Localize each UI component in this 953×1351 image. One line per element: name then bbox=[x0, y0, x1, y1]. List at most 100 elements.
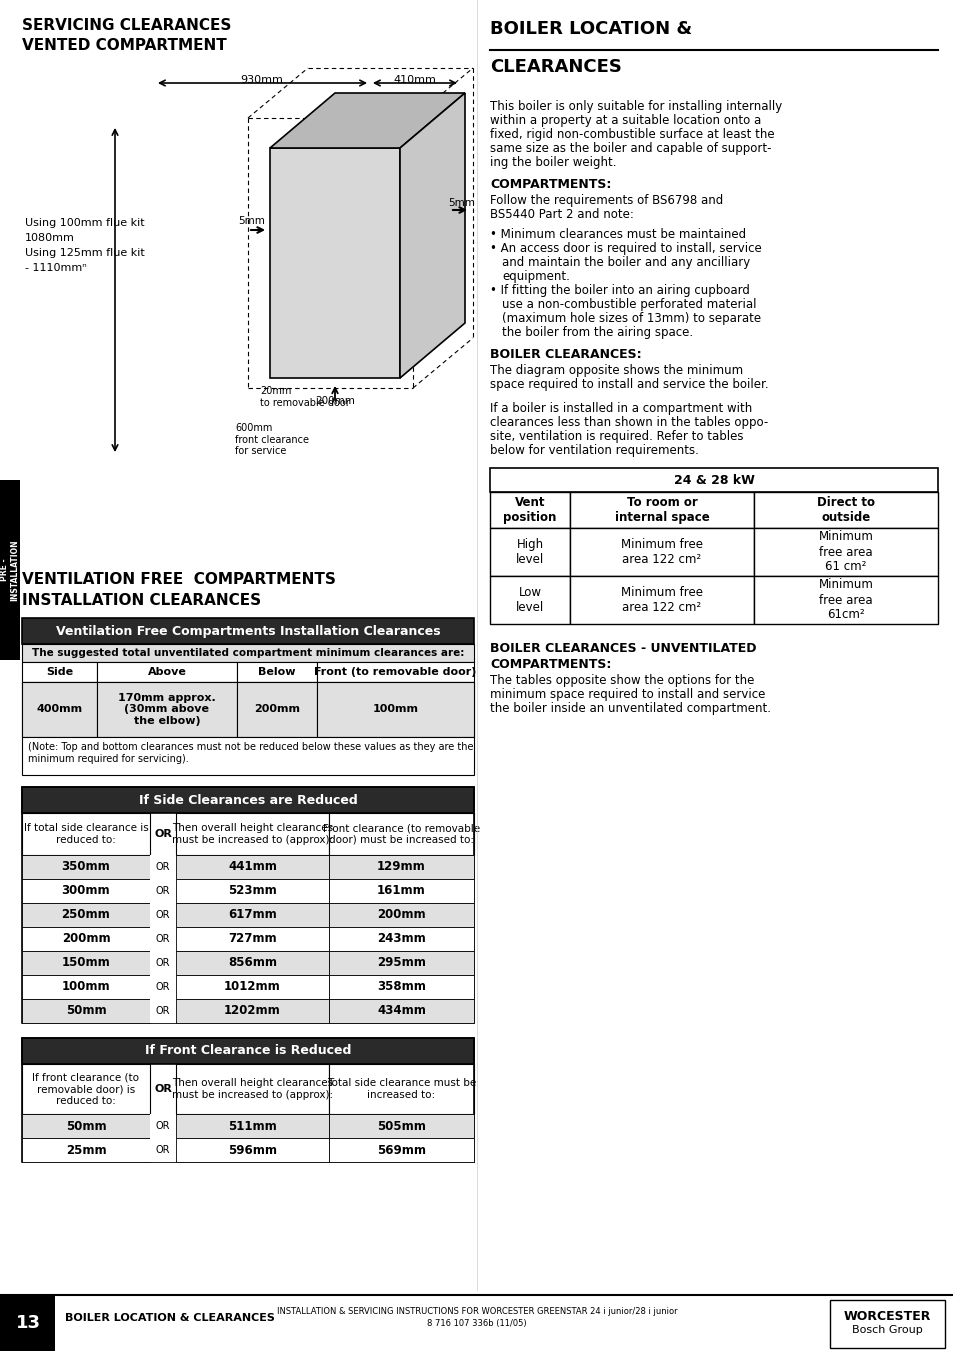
Bar bbox=[329, 902, 474, 927]
Bar bbox=[753, 576, 937, 624]
Text: Low
level: Low level bbox=[516, 586, 543, 613]
Text: Side: Side bbox=[46, 667, 73, 677]
Text: OR: OR bbox=[153, 830, 172, 839]
Text: + 90mm
above elbow: + 90mm above elbow bbox=[395, 99, 460, 120]
Polygon shape bbox=[399, 93, 464, 378]
Text: same size as the boiler and capable of support-: same size as the boiler and capable of s… bbox=[490, 142, 771, 155]
Text: the boiler inside an unventilated compartment.: the boiler inside an unventilated compar… bbox=[490, 703, 770, 715]
Text: minimum space required to install and service: minimum space required to install and se… bbox=[490, 688, 764, 701]
Text: - 1110mmⁿ: - 1110mmⁿ bbox=[25, 263, 87, 273]
Text: the boiler from the airing space.: the boiler from the airing space. bbox=[501, 326, 693, 339]
Text: BOILER CLEARANCES - UNVENTILATED: BOILER CLEARANCES - UNVENTILATED bbox=[490, 642, 756, 655]
Text: Front (to removable door): Front (to removable door) bbox=[314, 667, 476, 677]
Text: 170mm approx.
(30mm above
the elbow): 170mm approx. (30mm above the elbow) bbox=[118, 693, 215, 725]
Bar bbox=[316, 682, 474, 738]
Text: If Side Clearances are Reduced: If Side Clearances are Reduced bbox=[138, 793, 357, 807]
Text: 505mm: 505mm bbox=[376, 1120, 425, 1132]
Bar bbox=[22, 975, 150, 998]
Bar bbox=[175, 880, 329, 902]
Text: High
level: High level bbox=[516, 538, 543, 566]
Text: VENTED COMPARTMENT: VENTED COMPARTMENT bbox=[22, 38, 227, 53]
Text: 250mm: 250mm bbox=[62, 908, 111, 921]
Text: BOILER LOCATION &: BOILER LOCATION & bbox=[490, 20, 691, 38]
Text: 100mm: 100mm bbox=[62, 981, 111, 993]
Text: • Minimum clearances must be maintained: • Minimum clearances must be maintained bbox=[490, 228, 745, 240]
Text: Minimum
free area
61 cm²: Minimum free area 61 cm² bbox=[818, 531, 873, 574]
Text: 13: 13 bbox=[15, 1315, 40, 1332]
Text: • If fitting the boiler into an airing cupboard: • If fitting the boiler into an airing c… bbox=[490, 284, 749, 297]
Text: use a non-combustible perforated material: use a non-combustible perforated materia… bbox=[501, 299, 756, 311]
Bar bbox=[329, 855, 474, 880]
Text: Front clearance (to removable
door) must be increased to:: Front clearance (to removable door) must… bbox=[323, 823, 479, 844]
Bar bbox=[22, 998, 150, 1023]
Bar bbox=[22, 788, 474, 1023]
Text: 300mm: 300mm bbox=[62, 885, 111, 897]
Text: 200mm: 200mm bbox=[253, 704, 299, 715]
Bar bbox=[569, 576, 753, 624]
Bar bbox=[150, 1115, 175, 1138]
Text: The suggested total unventilated compartment minimum clearances are:: The suggested total unventilated compart… bbox=[31, 648, 464, 658]
Text: OR: OR bbox=[155, 862, 170, 871]
Text: OR: OR bbox=[155, 958, 170, 969]
Bar bbox=[329, 880, 474, 902]
Bar bbox=[329, 927, 474, 951]
Text: within a property at a suitable location onto a: within a property at a suitable location… bbox=[490, 113, 760, 127]
Bar bbox=[329, 975, 474, 998]
Text: 150mm: 150mm bbox=[62, 957, 111, 970]
Text: 20mm
to removable door: 20mm to removable door bbox=[260, 386, 350, 408]
Text: OR: OR bbox=[155, 982, 170, 992]
Bar bbox=[829, 1300, 944, 1348]
Bar bbox=[22, 855, 150, 880]
Bar bbox=[175, 1138, 329, 1162]
Bar bbox=[22, 788, 474, 813]
Text: COMPARTMENTS:: COMPARTMENTS: bbox=[490, 178, 611, 190]
Text: space required to install and service the boiler.: space required to install and service th… bbox=[490, 378, 768, 390]
Text: 5mm: 5mm bbox=[448, 199, 475, 208]
Text: 129mm: 129mm bbox=[376, 861, 425, 874]
Bar bbox=[490, 576, 569, 624]
Text: and maintain the boiler and any ancilliary: and maintain the boiler and any ancillia… bbox=[501, 255, 749, 269]
Bar bbox=[175, 1065, 329, 1115]
Bar bbox=[150, 951, 175, 975]
Text: 50mm: 50mm bbox=[66, 1005, 106, 1017]
Text: COMPARTMENTS:: COMPARTMENTS: bbox=[490, 658, 611, 671]
Text: 350mm: 350mm bbox=[62, 861, 111, 874]
Text: 617mm: 617mm bbox=[228, 908, 276, 921]
Bar bbox=[175, 998, 329, 1023]
Text: (Note: Top and bottom clearances must not be reduced below these values as they : (Note: Top and bottom clearances must no… bbox=[28, 742, 473, 763]
Text: Vent
position: Vent position bbox=[503, 496, 557, 524]
Bar bbox=[22, 813, 150, 855]
Text: OR: OR bbox=[155, 911, 170, 920]
Text: 8 716 107 336b (11/05): 8 716 107 336b (11/05) bbox=[427, 1319, 526, 1328]
Bar bbox=[150, 880, 175, 902]
Bar bbox=[22, 1138, 150, 1162]
Text: This boiler is only suitable for installing internally: This boiler is only suitable for install… bbox=[490, 100, 781, 113]
Text: Using 100mm flue kit: Using 100mm flue kit bbox=[25, 218, 145, 228]
Bar bbox=[753, 492, 937, 528]
Text: INSTALLATION & SERVICING INSTRUCTIONS FOR WORCESTER GREENSTAR 24 i junior/28 i j: INSTALLATION & SERVICING INSTRUCTIONS FO… bbox=[276, 1306, 677, 1316]
Text: • An access door is required to install, service: • An access door is required to install,… bbox=[490, 242, 760, 255]
Text: 400mm: 400mm bbox=[36, 704, 83, 715]
Bar bbox=[22, 682, 474, 738]
Text: OR: OR bbox=[155, 1146, 170, 1155]
Bar bbox=[22, 1065, 150, 1115]
Bar bbox=[22, 682, 97, 738]
Bar bbox=[329, 998, 474, 1023]
Bar bbox=[175, 927, 329, 951]
Bar bbox=[150, 975, 175, 998]
Bar bbox=[150, 998, 175, 1023]
Bar bbox=[329, 1115, 474, 1138]
Text: 200mm: 200mm bbox=[314, 396, 355, 407]
Text: Above: Above bbox=[148, 667, 186, 677]
Text: 569mm: 569mm bbox=[376, 1143, 426, 1156]
Text: VENTILATION FREE  COMPARTMENTS: VENTILATION FREE COMPARTMENTS bbox=[22, 571, 335, 586]
Text: OR: OR bbox=[153, 1084, 172, 1094]
Text: BOILER LOCATION & CLEARANCES: BOILER LOCATION & CLEARANCES bbox=[65, 1313, 274, 1323]
Text: below for ventilation requirements.: below for ventilation requirements. bbox=[490, 444, 699, 457]
Text: 600mm
front clearance
for service: 600mm front clearance for service bbox=[234, 423, 309, 457]
Bar bbox=[329, 1065, 474, 1115]
Bar bbox=[175, 813, 329, 855]
Text: BS5440 Part 2 and note:: BS5440 Part 2 and note: bbox=[490, 208, 633, 222]
Text: 161mm: 161mm bbox=[376, 885, 425, 897]
Text: 243mm: 243mm bbox=[376, 932, 425, 946]
